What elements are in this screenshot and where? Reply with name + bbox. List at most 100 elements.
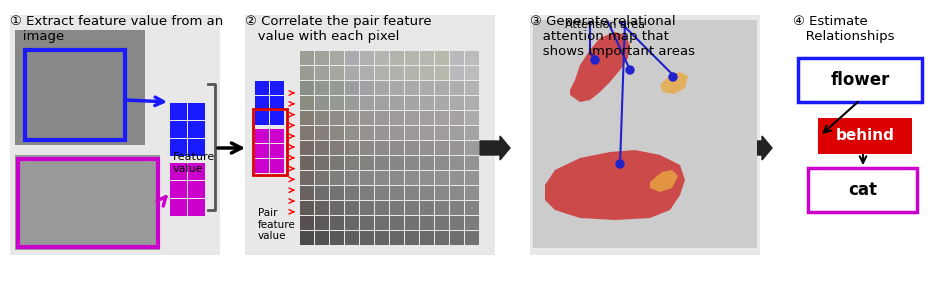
Bar [420, 66, 434, 80]
Bar [450, 171, 464, 185]
Bar [465, 51, 479, 65]
Bar [360, 216, 374, 230]
Text: Attention area: Attention area [565, 20, 645, 30]
Bar [255, 129, 269, 143]
Bar [420, 81, 434, 95]
FancyBboxPatch shape [798, 58, 922, 102]
Bar [420, 126, 434, 140]
Bar [405, 231, 419, 245]
Polygon shape [570, 32, 630, 102]
Bar [300, 156, 314, 170]
Bar [390, 126, 404, 140]
Bar [345, 216, 359, 230]
Bar [315, 171, 329, 185]
Bar [450, 201, 464, 215]
Polygon shape [545, 150, 685, 220]
Bar [253, 109, 287, 175]
Bar [255, 81, 269, 95]
Bar [465, 81, 479, 95]
Bar [420, 51, 434, 65]
Polygon shape [742, 136, 772, 160]
Bar [390, 171, 404, 185]
Bar [465, 126, 479, 140]
Bar [255, 144, 269, 158]
Bar [420, 231, 434, 245]
Bar [390, 141, 404, 155]
Bar [465, 201, 479, 215]
Bar [450, 231, 464, 245]
Bar [450, 126, 464, 140]
Bar [300, 96, 314, 110]
Bar [300, 186, 314, 200]
Bar [465, 171, 479, 185]
Bar [345, 156, 359, 170]
Bar [533, 20, 757, 248]
Bar [390, 111, 404, 125]
Bar [315, 51, 329, 65]
Bar [450, 51, 464, 65]
Bar [245, 15, 495, 255]
Bar [465, 141, 479, 155]
Bar [315, 201, 329, 215]
Bar [15, 30, 145, 145]
Bar [375, 66, 389, 80]
Bar [465, 96, 479, 110]
Bar [375, 231, 389, 245]
Bar [345, 126, 359, 140]
Text: cat: cat [848, 181, 878, 199]
Bar [435, 51, 449, 65]
Bar [375, 171, 389, 185]
Bar [345, 171, 359, 185]
Bar [405, 81, 419, 95]
Bar [255, 159, 269, 173]
Bar [300, 171, 314, 185]
Bar [188, 121, 205, 138]
Bar [435, 66, 449, 80]
Bar [360, 96, 374, 110]
Bar [450, 186, 464, 200]
Bar [375, 111, 389, 125]
Bar [375, 96, 389, 110]
Bar [315, 66, 329, 80]
Bar [420, 216, 434, 230]
Text: flower: flower [830, 71, 890, 89]
Polygon shape [480, 136, 510, 160]
Bar [330, 231, 344, 245]
Bar [170, 163, 187, 180]
Bar [315, 216, 329, 230]
Bar [530, 15, 760, 255]
Bar [188, 181, 205, 198]
Bar [450, 96, 464, 110]
Bar [420, 171, 434, 185]
Bar [270, 144, 284, 158]
Text: ③ Generate relational
   attention map that
   shows important areas: ③ Generate relational attention map that… [530, 15, 695, 58]
Bar [420, 201, 434, 215]
Bar [435, 171, 449, 185]
Bar [375, 141, 389, 155]
Bar [405, 111, 419, 125]
Bar [170, 199, 187, 216]
Bar [188, 199, 205, 216]
Bar [170, 103, 187, 120]
Bar [330, 51, 344, 65]
Bar [300, 126, 314, 140]
Bar [375, 186, 389, 200]
Bar [420, 156, 434, 170]
Text: ① Extract feature value from an
   image: ① Extract feature value from an image [10, 15, 223, 43]
Bar [450, 156, 464, 170]
Bar [300, 81, 314, 95]
Bar [465, 66, 479, 80]
Bar [390, 96, 404, 110]
Bar [330, 81, 344, 95]
Circle shape [626, 66, 634, 74]
Bar [315, 96, 329, 110]
Bar [300, 141, 314, 155]
Bar [270, 111, 284, 125]
Bar [465, 231, 479, 245]
Bar [405, 51, 419, 65]
Bar [465, 216, 479, 230]
Bar [15, 155, 160, 250]
Bar [270, 159, 284, 173]
Bar [375, 51, 389, 65]
Bar [330, 171, 344, 185]
